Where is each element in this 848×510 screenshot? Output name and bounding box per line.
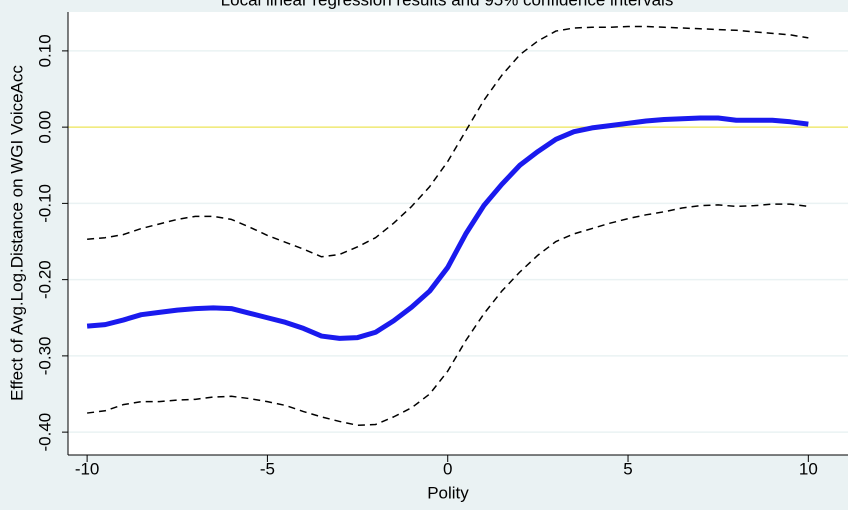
x-axis-label: Polity [427, 483, 469, 502]
x-tick-label: 10 [799, 459, 818, 478]
y-tick-label: -0.30 [35, 337, 54, 376]
x-tick-label: 5 [623, 459, 632, 478]
series-line [86, 115, 809, 341]
y-tick-label: -0.10 [35, 184, 54, 223]
y-axis-label: Effect of Avg.Log.Distance on WGI VoiceA… [7, 65, 26, 401]
y-tick-label: 0.00 [35, 111, 54, 144]
x-tick-label: -5 [260, 459, 275, 478]
chart-title: Local linear regression results and 95% … [221, 0, 674, 9]
series-line [87, 203, 809, 427]
y-tick-label: 0.10 [35, 34, 54, 67]
x-tick-label: -10 [75, 459, 100, 478]
x-tick-label: 0 [443, 459, 452, 478]
y-tick-label: -0.20 [35, 260, 54, 299]
series-line [87, 25, 809, 258]
y-tick-label: -0.40 [35, 413, 54, 452]
plot-area [68, 12, 848, 455]
